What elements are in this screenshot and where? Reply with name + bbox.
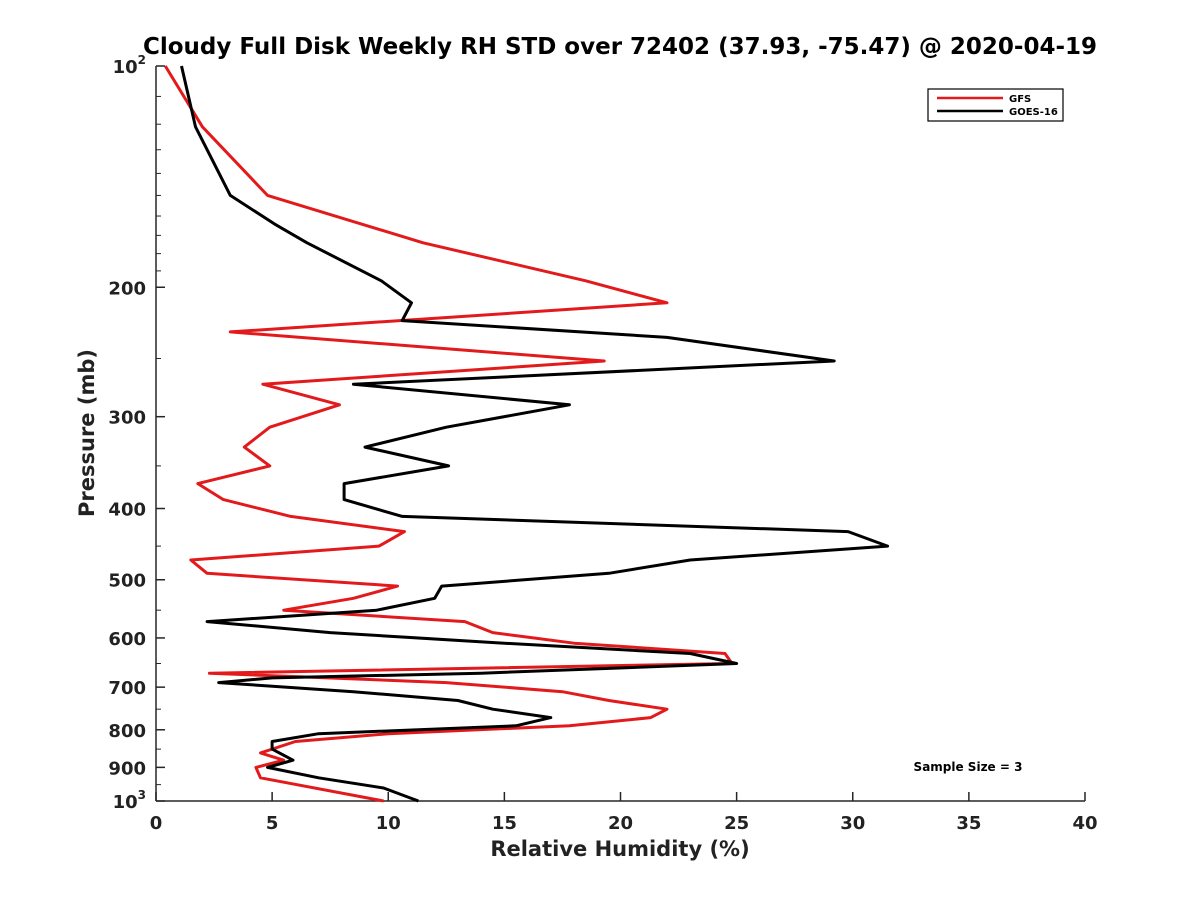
x-tick-label: 15 — [492, 813, 517, 834]
x-tick-label: 35 — [956, 813, 981, 834]
y-tick-label: 500 — [108, 571, 146, 592]
x-tick-label: 40 — [1072, 813, 1097, 834]
y-tick-label: 400 — [108, 500, 146, 521]
legend: GFS GOES-16 — [927, 88, 1064, 122]
series-layer — [164, 65, 890, 803]
y-tick-label: 800 — [108, 721, 146, 742]
y-tick-label: 200 — [108, 278, 146, 299]
x-tick-label: 30 — [840, 813, 865, 834]
x-tick-label: 10 — [376, 813, 401, 834]
y-tick-label: 900 — [108, 758, 146, 779]
sample-size-annotation: Sample Size = 3 — [914, 760, 1023, 774]
series-line-goes-16 — [180, 65, 890, 803]
y-tick-label: 300 — [108, 408, 146, 429]
x-axis-label: Relative Humidity (%) — [490, 837, 749, 861]
y-tick-label: 600 — [108, 629, 146, 650]
x-tick-label: 0 — [150, 813, 163, 834]
x-tick-label: 5 — [266, 813, 279, 834]
y-tick-label: 700 — [108, 678, 146, 699]
legend-gfs-label: GFS — [1009, 94, 1031, 105]
plot-axes: 0 5 10 15 20 25 30 35 40 102 200 300 400 500 600 700 800… — [108, 53, 1097, 834]
y-tick-label: 102 — [113, 53, 146, 78]
legend-box — [927, 88, 1064, 122]
y-axis-label: Pressure (mb) — [75, 349, 99, 517]
x-tick-label: 20 — [608, 813, 633, 834]
legend-goes16-label: GOES-16 — [1009, 107, 1058, 118]
y-tick-label: 103 — [113, 788, 146, 813]
chart-title: Cloudy Full Disk Weekly RH STD over 7240… — [143, 34, 1097, 60]
x-tick-label: 25 — [724, 813, 749, 834]
series-line-gfs — [164, 65, 734, 803]
